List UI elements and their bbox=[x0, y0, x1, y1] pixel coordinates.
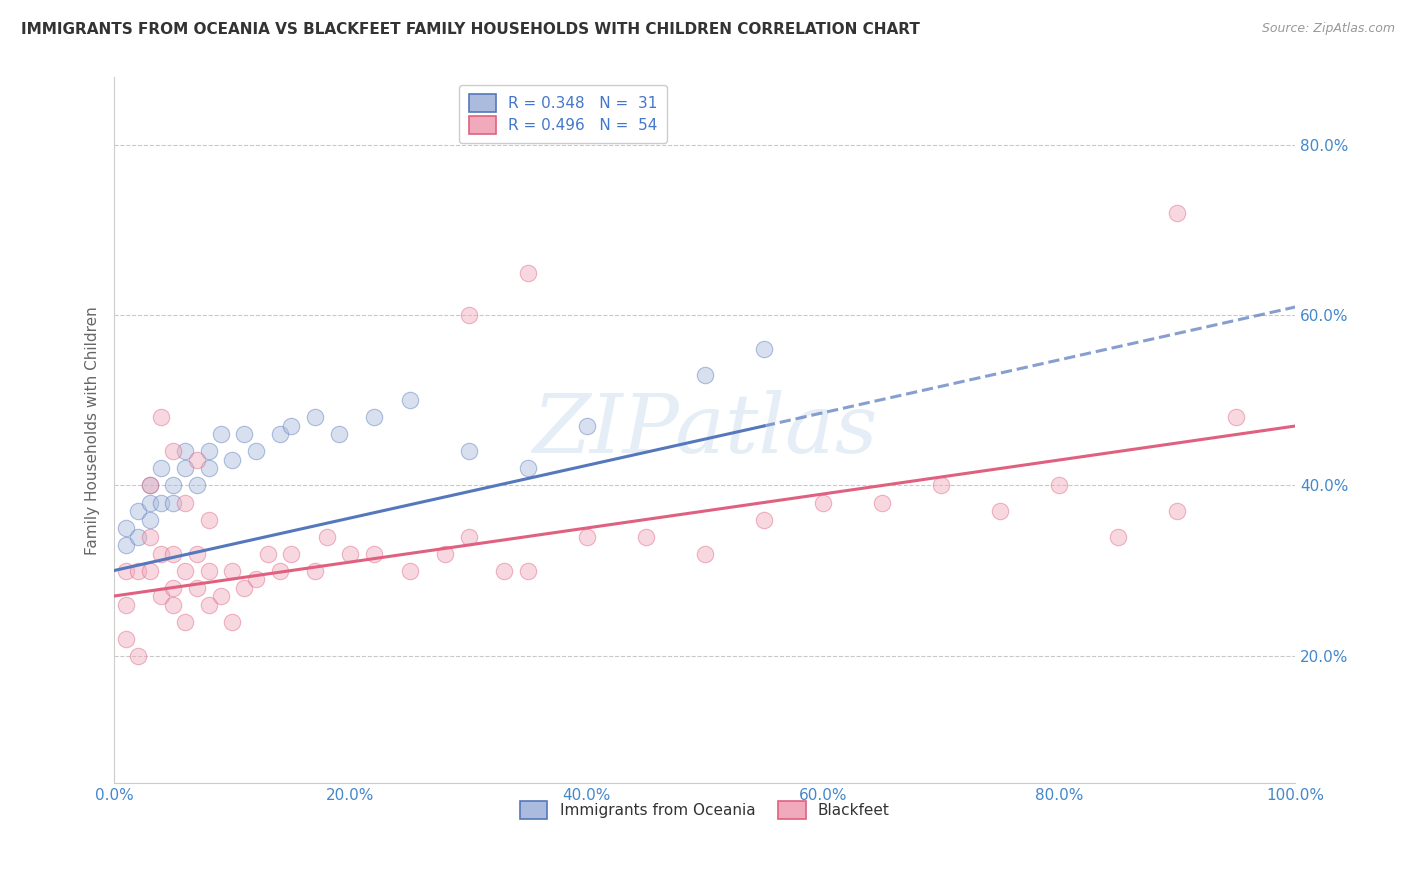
Point bbox=[186, 581, 208, 595]
Point bbox=[811, 495, 834, 509]
Point bbox=[174, 444, 197, 458]
Point bbox=[138, 478, 160, 492]
Point bbox=[115, 564, 138, 578]
Y-axis label: Family Households with Children: Family Households with Children bbox=[86, 306, 100, 555]
Point bbox=[315, 529, 337, 543]
Point bbox=[752, 343, 775, 357]
Point bbox=[197, 512, 219, 526]
Point bbox=[752, 512, 775, 526]
Point bbox=[197, 598, 219, 612]
Point bbox=[127, 564, 149, 578]
Point bbox=[575, 529, 598, 543]
Point bbox=[988, 504, 1011, 518]
Point bbox=[693, 547, 716, 561]
Point bbox=[870, 495, 893, 509]
Point bbox=[269, 564, 291, 578]
Point bbox=[304, 564, 326, 578]
Point bbox=[162, 495, 184, 509]
Point bbox=[174, 615, 197, 629]
Point bbox=[363, 410, 385, 425]
Point bbox=[138, 529, 160, 543]
Point bbox=[162, 444, 184, 458]
Point bbox=[138, 564, 160, 578]
Point bbox=[280, 547, 302, 561]
Point bbox=[174, 495, 197, 509]
Point bbox=[575, 419, 598, 434]
Point bbox=[115, 632, 138, 646]
Point bbox=[127, 648, 149, 663]
Point bbox=[138, 512, 160, 526]
Point bbox=[150, 410, 173, 425]
Point bbox=[693, 368, 716, 382]
Point bbox=[492, 564, 515, 578]
Point bbox=[221, 453, 243, 467]
Text: IMMIGRANTS FROM OCEANIA VS BLACKFEET FAMILY HOUSEHOLDS WITH CHILDREN CORRELATION: IMMIGRANTS FROM OCEANIA VS BLACKFEET FAM… bbox=[21, 22, 920, 37]
Point bbox=[280, 419, 302, 434]
Text: Source: ZipAtlas.com: Source: ZipAtlas.com bbox=[1261, 22, 1395, 36]
Point bbox=[245, 572, 267, 586]
Point bbox=[150, 461, 173, 475]
Point bbox=[929, 478, 952, 492]
Point bbox=[197, 564, 219, 578]
Point bbox=[209, 427, 232, 442]
Point bbox=[138, 495, 160, 509]
Point bbox=[457, 529, 479, 543]
Point bbox=[186, 478, 208, 492]
Point bbox=[233, 581, 256, 595]
Point bbox=[174, 461, 197, 475]
Point bbox=[1047, 478, 1070, 492]
Point bbox=[516, 461, 538, 475]
Point bbox=[186, 453, 208, 467]
Point bbox=[256, 547, 278, 561]
Point bbox=[115, 521, 138, 535]
Point bbox=[1166, 206, 1188, 220]
Point bbox=[457, 444, 479, 458]
Point bbox=[197, 461, 219, 475]
Point bbox=[516, 266, 538, 280]
Point bbox=[245, 444, 267, 458]
Point bbox=[363, 547, 385, 561]
Point bbox=[634, 529, 657, 543]
Point bbox=[162, 547, 184, 561]
Point bbox=[197, 444, 219, 458]
Point bbox=[457, 309, 479, 323]
Point bbox=[162, 581, 184, 595]
Point bbox=[186, 547, 208, 561]
Point bbox=[115, 598, 138, 612]
Point bbox=[304, 410, 326, 425]
Point bbox=[209, 589, 232, 603]
Point bbox=[1107, 529, 1129, 543]
Point bbox=[115, 538, 138, 552]
Point bbox=[138, 478, 160, 492]
Point bbox=[127, 504, 149, 518]
Point bbox=[1225, 410, 1247, 425]
Point bbox=[150, 495, 173, 509]
Point bbox=[269, 427, 291, 442]
Point bbox=[516, 564, 538, 578]
Legend: Immigrants from Oceania, Blackfeet: Immigrants from Oceania, Blackfeet bbox=[513, 795, 896, 825]
Point bbox=[150, 547, 173, 561]
Point bbox=[174, 564, 197, 578]
Text: ZIPatlas: ZIPatlas bbox=[531, 390, 877, 470]
Point bbox=[433, 547, 456, 561]
Point bbox=[127, 529, 149, 543]
Point bbox=[150, 589, 173, 603]
Point bbox=[233, 427, 256, 442]
Point bbox=[162, 478, 184, 492]
Point bbox=[162, 598, 184, 612]
Point bbox=[221, 564, 243, 578]
Point bbox=[398, 564, 420, 578]
Point bbox=[398, 393, 420, 408]
Point bbox=[328, 427, 350, 442]
Point bbox=[221, 615, 243, 629]
Point bbox=[339, 547, 361, 561]
Point bbox=[1166, 504, 1188, 518]
